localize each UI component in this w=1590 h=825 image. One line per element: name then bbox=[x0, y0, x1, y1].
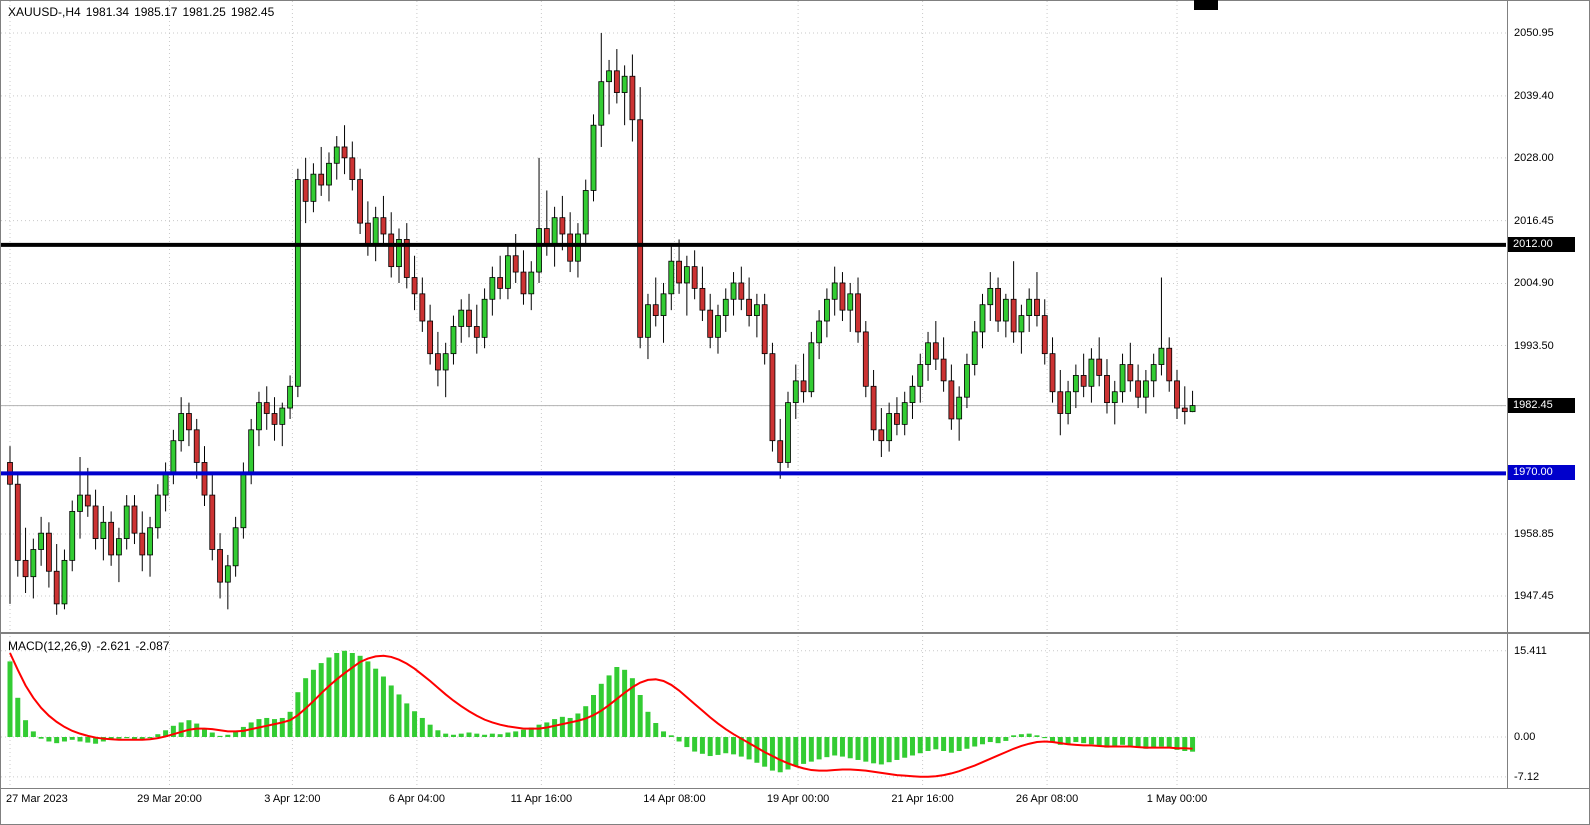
macd-axis-label: 0.00 bbox=[1514, 731, 1536, 743]
time-axis-label: 3 Apr 12:00 bbox=[264, 793, 321, 805]
open-value: 1981.34 bbox=[85, 5, 130, 19]
price-tag-bid-1982: 1982.45 bbox=[1508, 397, 1575, 413]
high-value: 1985.17 bbox=[134, 5, 178, 19]
time-axis-label: 21 Apr 16:00 bbox=[891, 793, 954, 805]
time-axis[interactable]: 27 Mar 2023 29 Mar 20:00 3 Apr 12:00 6 Apr … bbox=[0, 791, 1590, 821]
price-axis-label: 2016.45 bbox=[1514, 214, 1554, 227]
symbol-timeframe: XAUUSD-,H4 bbox=[8, 5, 81, 19]
price-tag-resistance-2012: 2012.00 bbox=[1508, 236, 1575, 252]
macd-axis-label: -7.12 bbox=[1514, 770, 1540, 783]
low-value: 1981.25 bbox=[182, 5, 226, 19]
time-axis-label: 1 May 00:00 bbox=[1146, 793, 1208, 805]
price-axis-label: 2039.40 bbox=[1514, 89, 1554, 102]
price-axis-label: 2050.95 bbox=[1514, 27, 1554, 39]
macd-axis-label: 15.411 bbox=[1514, 644, 1547, 657]
price-axis-label: 1947.45 bbox=[1514, 589, 1554, 602]
price-axis-label: 1993.50 bbox=[1514, 339, 1554, 352]
grid-lines bbox=[1, 1, 1506, 788]
macd-title: MACD(12,26,9) bbox=[8, 639, 92, 653]
top-black-mark bbox=[1194, 0, 1218, 10]
time-axis-label: 11 Apr 16:00 bbox=[510, 793, 573, 805]
price-axis-label: 1958.85 bbox=[1514, 527, 1554, 540]
chart-ohlc-header: XAUUSD-,H4 1981.34 1985.17 1981.25 1982.45 bbox=[8, 5, 279, 19]
time-axis-label: 26 Apr 08:00 bbox=[1015, 793, 1079, 805]
macd-indicator-label: MACD(12,26,9) -2.621 -2.087 bbox=[8, 639, 174, 653]
time-axis-label: 19 Apr 00:00 bbox=[766, 793, 830, 805]
price-tag-support-1970: 1970.00 bbox=[1508, 465, 1575, 481]
time-axis-label: 6 Apr 04:00 bbox=[388, 793, 446, 805]
price-axis[interactable]: 2050.95 2039.40 2028.00 2016.45 2004.90 1993.… bbox=[1508, 0, 1590, 825]
time-axis-label: 29 Mar 20:00 bbox=[137, 793, 202, 805]
macd-signal-value: -2.087 bbox=[135, 639, 170, 653]
time-axis-label: 14 Apr 08:00 bbox=[643, 793, 706, 805]
price-axis-label: 2004.90 bbox=[1514, 277, 1554, 290]
candles bbox=[7, 33, 1196, 615]
price-axis-label: 2028.00 bbox=[1514, 151, 1554, 164]
macd-main-value: -2.621 bbox=[96, 639, 131, 653]
time-axis-label: 27 Mar 2023 bbox=[6, 793, 68, 805]
close-value: 1982.45 bbox=[230, 5, 275, 19]
macd-signal-line bbox=[9, 652, 1193, 778]
